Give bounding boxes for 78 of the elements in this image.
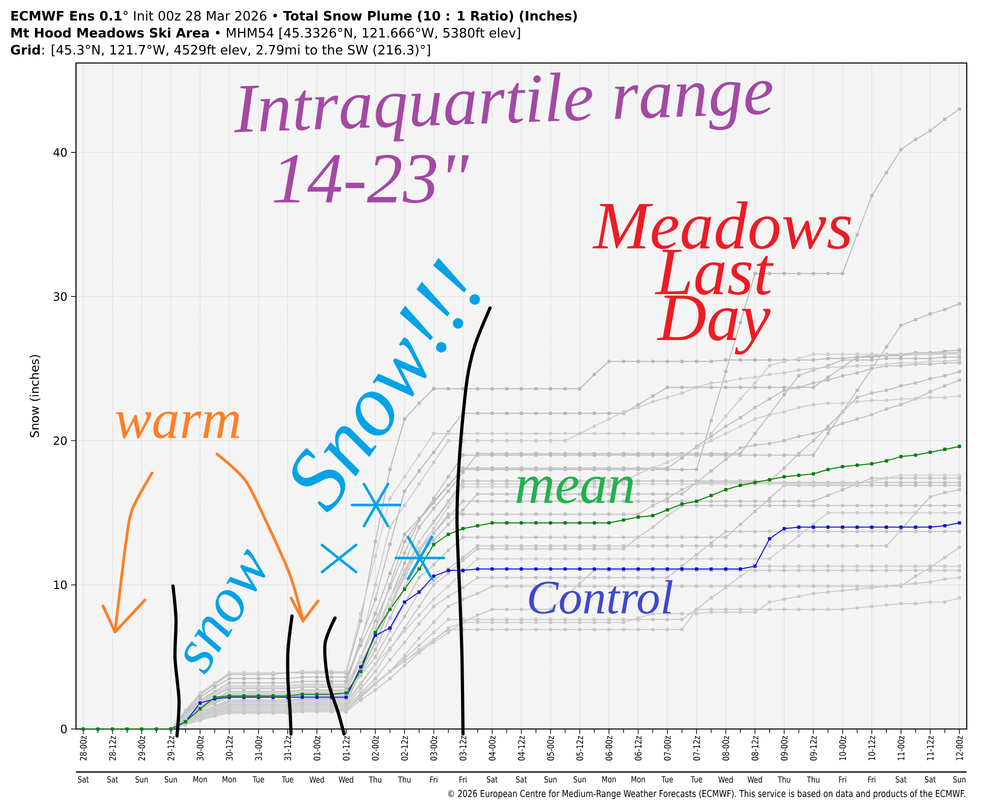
text: Sun [544, 776, 557, 783]
x-tick-label: 01-12z [342, 736, 350, 760]
annotation: mean [516, 476, 634, 504]
x-tick-label: 05-00z [547, 736, 554, 760]
text: Mon [193, 776, 207, 782]
x-tick-label: 08-12z [752, 736, 758, 760]
text: Tue [661, 776, 673, 782]
x-tick-label: 03-12z [460, 736, 466, 760]
x-tick-label: 31-12z [284, 736, 292, 760]
x-tick-label: 10-12z [868, 736, 876, 760]
x-tick-label: 03-00z [430, 736, 438, 760]
text: Wed [748, 776, 762, 783]
y-axis-title: Snow (inches) [30, 355, 40, 438]
x-tick-label: 28-12z [109, 736, 116, 760]
x-tick-label: 09-00z [780, 736, 788, 760]
x-tick-label: 04-00z [488, 736, 496, 760]
text: Tue [252, 776, 264, 782]
x-tick-label: 02-00z [372, 736, 379, 760]
text: Sun [574, 776, 586, 783]
y-tick-label: 30 [54, 292, 67, 301]
x-tick-label: 08-00z [722, 736, 730, 760]
text: Grid: [45.3°N, 121.7°W, 4529ft elev, 2.79mi to the SW (216.3)°] [10, 44, 430, 56]
annotation: Intraquartile range [234, 72, 772, 142]
text: Thu [806, 776, 820, 783]
text: Sat [516, 776, 527, 783]
x-tick-label: 04-12z [518, 736, 525, 760]
text: © 2026 European Centre for Medium-Range Weather Forecasts (ECMWF). This service is based on data and products of the ECMWF. [448, 790, 965, 799]
text: Sun [953, 776, 966, 783]
text: Sun [164, 776, 177, 783]
text: Thu [398, 776, 410, 783]
x-tick-label: 11-00z [898, 736, 904, 760]
text: Sat [78, 776, 89, 783]
text: Sat [924, 776, 936, 783]
x-tick-label: 06-12z [634, 736, 642, 760]
x-tick-label: 07-12z [693, 736, 700, 760]
text: Wed [338, 776, 354, 783]
text: Sat [486, 776, 498, 783]
x-tick-label: 28-00z [80, 736, 87, 760]
annotation: Control [529, 580, 672, 614]
y-tick-label: 0 [60, 724, 67, 734]
text: Fri [868, 776, 876, 783]
y-tick-label: 40 [53, 148, 67, 157]
x-tick-label: 06-00z [606, 736, 612, 760]
x-tick-label: 29-12z [168, 736, 174, 760]
x-tick-label: 11-12z [926, 736, 934, 760]
text: Sun [136, 776, 148, 783]
annotation: 14-23" [274, 154, 469, 204]
x-tick-label: 29-00z [138, 736, 146, 760]
x-tick-label: 02-12z [401, 736, 408, 760]
y-tick-label: 20 [54, 436, 67, 446]
annotation: warm [116, 412, 240, 438]
text: Thu [368, 776, 382, 783]
x-tick-label: 31-00z [255, 736, 262, 760]
text: Tue [282, 776, 294, 782]
text: Mon [222, 776, 236, 782]
text: Wed [718, 776, 733, 783]
text: Fri [430, 776, 438, 783]
text: Fri [459, 776, 466, 783]
x-tick-label: 09-12z [810, 736, 817, 760]
text: Wed [310, 776, 324, 783]
text: Fri [839, 776, 846, 783]
x-tick-label: 07-00z [664, 736, 671, 760]
chart-subtitle: Mt Hood Meadows Ski Area • MHM54 [45.3326°N, 121.666°W, 5380ft elev] [11, 28, 520, 40]
annotation: Meadows Last Day [592, 201, 851, 355]
text: Sat [896, 776, 907, 783]
text: Mon [602, 776, 616, 782]
text: Tue [690, 776, 702, 782]
x-tick-label: 30-00z [196, 736, 204, 760]
text: Sat [107, 776, 118, 783]
x-tick-label: 10-00z [839, 736, 846, 760]
x-tick-label: 30-12z [226, 736, 233, 760]
x-tick-label: 12-00z [956, 736, 963, 760]
chart-title: ECMWF Ens 0.1° Init 00z 28 Mar 2026 • Total Snow Plume (10 : 1 Ratio) (Inches) [11, 10, 577, 22]
x-tick-label: 01-00z [314, 736, 320, 760]
text: Thu [778, 776, 790, 783]
y-tick-label: 10 [54, 580, 67, 590]
text: Mon [632, 776, 645, 782]
x-tick-label: 05-12z [576, 736, 584, 760]
